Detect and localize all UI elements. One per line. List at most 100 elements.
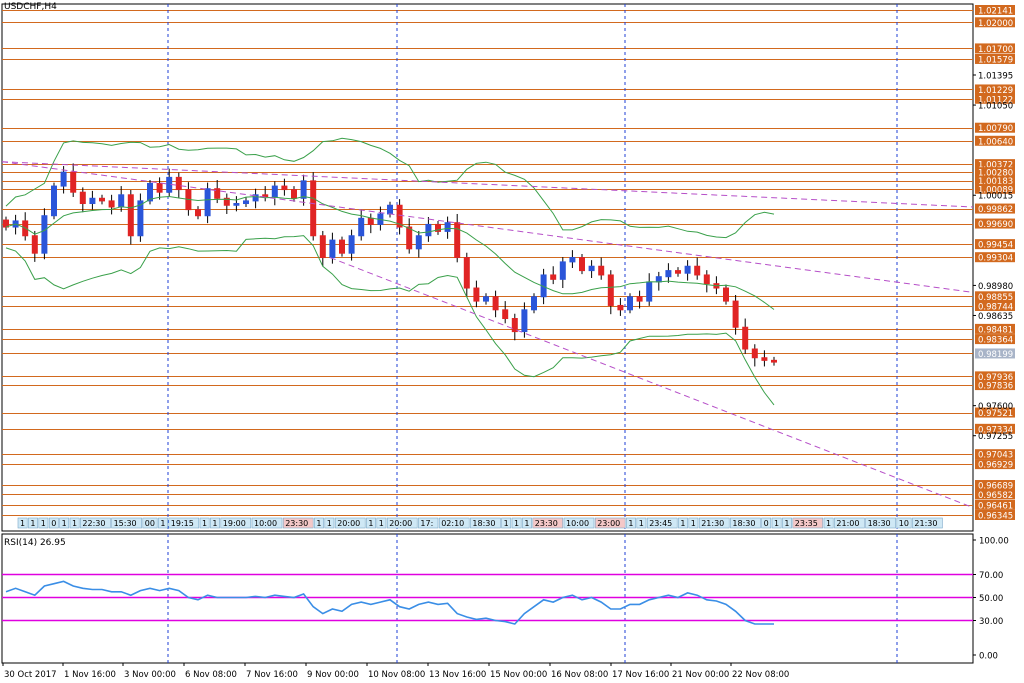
rsi-axis-label: 70.00: [979, 571, 1003, 581]
time-tag: [251, 517, 283, 529]
time-tag: [158, 517, 168, 529]
candle-body: [521, 309, 528, 333]
time-tag: [28, 517, 38, 529]
candle-body: [262, 194, 269, 198]
candle-body: [300, 180, 307, 199]
candle-body: [406, 226, 413, 250]
time-tag: [376, 517, 387, 529]
candle-body: [742, 326, 749, 350]
bands-lower: [5, 235, 775, 406]
time-tag: [199, 517, 210, 529]
price-tag: [975, 93, 1015, 104]
rsi-pane: 100.00 70.00 50.00 30.00 0.00 30 Oct 2017 1 No…: [1, 533, 1009, 680]
time-tag: [366, 517, 376, 529]
rsi-axis-label: 50.00: [979, 594, 1003, 604]
candle-body: [598, 265, 605, 276]
candle-body: [204, 188, 211, 217]
x-axis-label: 7 Nov 16:00: [246, 670, 298, 680]
price-tag-label: 1.01579: [978, 55, 1013, 65]
price-tag: [975, 122, 1015, 133]
rsi-axis-label: 30.00: [979, 617, 1003, 627]
candle-body: [367, 217, 374, 225]
time-tag: [168, 517, 200, 529]
time-tag: [678, 517, 688, 529]
time-tag: [38, 517, 49, 529]
price-tag-label: 0.96582: [978, 491, 1013, 501]
x-axis-label: 22 Nov 08:00: [732, 670, 789, 680]
candle-body: [435, 223, 441, 232]
price-tag: [975, 175, 1015, 186]
x-axis-label: 1 Nov 16:00: [64, 670, 116, 680]
time-tag: [626, 517, 636, 529]
candle-body: [559, 261, 566, 280]
candle-body: [396, 204, 403, 228]
price-tag: [975, 407, 1015, 418]
time-tag-label: 23:35: [795, 519, 818, 528]
price-tag: [975, 510, 1015, 520]
x-axis-label: 9 Nov 00:00: [307, 670, 359, 680]
candle-body: [70, 171, 77, 193]
price-tag: [975, 167, 1015, 178]
candle-body: [511, 318, 518, 333]
time-tag-label: 1: [160, 519, 165, 528]
candle-body: [319, 235, 326, 259]
candle-body: [492, 296, 499, 311]
time-tag: [324, 517, 335, 529]
rsi-frame: [1, 533, 974, 664]
time-tag-label: 1: [202, 519, 207, 528]
time-tag-label: 1: [41, 519, 46, 528]
time-tag: [282, 517, 314, 529]
time-tag: [865, 517, 896, 529]
rsi-axis-label: 0.00: [979, 652, 998, 662]
time-tag-label: 21:30: [701, 519, 724, 528]
price-tag-label: 0.97043: [978, 451, 1013, 461]
candle-body: [243, 200, 249, 205]
candle-body: [771, 359, 777, 363]
time-tag-label: 1: [524, 519, 529, 528]
price-tag-label: 1.01229: [978, 86, 1013, 96]
candle-body: [425, 223, 432, 237]
price-tag: [975, 159, 1015, 170]
time-tag: [698, 517, 730, 529]
price-tag: [975, 203, 1015, 214]
time-tag: [761, 517, 772, 529]
time-tag-label: 1: [774, 519, 779, 528]
time-tag-label: 23:30: [535, 519, 558, 528]
time-tag: [69, 517, 80, 529]
time-tag: [782, 517, 792, 529]
x-axis-label: 13 Nov 16:00: [429, 670, 486, 680]
time-tag: [210, 517, 220, 529]
time-tag-label: 20:00: [389, 519, 412, 528]
time-tag-label: 17:: [420, 519, 433, 528]
candle-body: [665, 270, 672, 278]
candle-body: [99, 197, 105, 202]
time-tag: [48, 517, 59, 529]
time-tag: [334, 517, 366, 529]
price-tag: [975, 53, 1015, 64]
time-tag-label: 00: [145, 519, 155, 528]
time-tag: [111, 517, 142, 529]
time-tag: [418, 517, 439, 529]
candle-body: [723, 287, 729, 302]
axis-label: 1.01050: [978, 102, 1013, 112]
price-tag-label: 0.98744: [978, 302, 1013, 312]
rsi-label: RSI(14) 26.95: [4, 538, 66, 548]
time-tag-label: 10:00: [566, 519, 589, 528]
price-tag: [975, 300, 1015, 311]
x-axis-label: 16 Nov 08:00: [551, 670, 608, 680]
time-tag-label: 1: [327, 519, 332, 528]
time-tag: [792, 517, 824, 529]
candle-body: [175, 176, 182, 191]
candle-body: [271, 185, 278, 198]
time-tag: [511, 517, 522, 529]
time-tag-label: 19:15: [171, 519, 194, 528]
x-axis-label: 30 Oct 2017: [4, 670, 57, 680]
candle-body: [694, 265, 701, 276]
price-tag-label: 1.00183: [978, 177, 1013, 187]
candle-body: [223, 197, 230, 206]
price-tag-label: 1.00372: [978, 161, 1013, 171]
candle-body: [655, 276, 662, 283]
time-tag-label: 23:45: [649, 519, 672, 528]
